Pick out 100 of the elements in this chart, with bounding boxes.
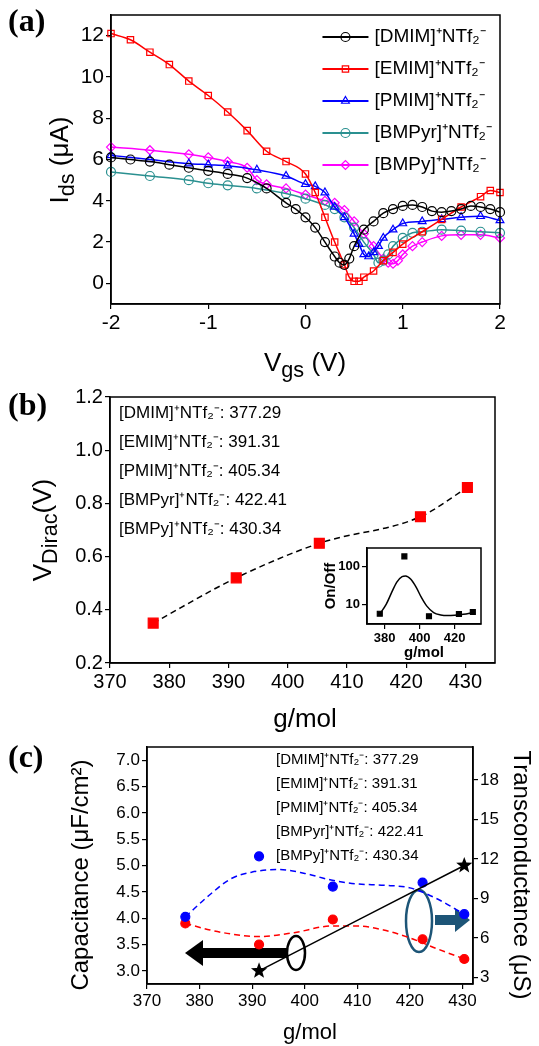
point: [165, 60, 174, 69]
point: [417, 877, 428, 888]
point: [392, 255, 403, 266]
point: [334, 257, 345, 268]
point: [105, 166, 117, 177]
point: [417, 216, 427, 225]
point: [369, 267, 378, 275]
point: [252, 164, 262, 173]
point: [401, 553, 408, 560]
annotation: [EMIM]⁺NTf₂⁻: 391.31: [119, 431, 281, 451]
point: [456, 203, 467, 215]
y2-tick-label: 3: [480, 967, 490, 987]
y-tick-label: 3.0: [116, 960, 140, 980]
point: [398, 240, 407, 248]
point: [378, 208, 389, 219]
x-tick-label: 1: [396, 310, 409, 334]
point: [107, 29, 115, 38]
y-tick-label: 1.2: [75, 384, 103, 407]
point: [203, 165, 214, 176]
x-axis-title: g/mol: [404, 643, 444, 661]
point: [105, 152, 117, 163]
point: [300, 189, 311, 200]
x-tick-label: -2: [101, 310, 121, 334]
point: [203, 159, 213, 168]
point: [290, 203, 301, 215]
point: [349, 241, 360, 252]
point: [388, 224, 398, 233]
point: [350, 277, 358, 286]
x-tick-label: 380: [373, 630, 396, 646]
point: [203, 178, 214, 189]
x-tick-label: 390: [211, 669, 246, 692]
point: [459, 953, 470, 965]
point: [183, 175, 194, 186]
y2-tick-label: 18: [480, 769, 499, 789]
annotation: [EMIM]⁺NTf₂⁻: 391.31: [276, 774, 418, 792]
point: [243, 126, 251, 135]
point: [321, 213, 329, 222]
point: [369, 247, 379, 256]
point: [242, 162, 253, 173]
x-tick-label: 400: [290, 990, 319, 1010]
point: [397, 200, 408, 212]
x-tick-label: 380: [152, 669, 186, 692]
point: [301, 179, 310, 188]
legend-label: [BMPyr]⁺NTf₂⁻: [374, 121, 493, 143]
point: [387, 203, 399, 215]
x-tick-label: 390: [237, 990, 267, 1010]
legend-label: [BMPy]⁺NTf₂⁻: [374, 153, 486, 175]
point: [368, 241, 379, 252]
y-tick-label: 10: [345, 595, 360, 611]
y-tick-label: 7.0: [116, 749, 140, 769]
point: [387, 258, 399, 269]
point: [349, 228, 359, 237]
point: [339, 204, 350, 216]
point: [417, 201, 428, 213]
point: [475, 201, 486, 213]
point: [417, 934, 428, 945]
x-tick-label: 420: [395, 990, 425, 1010]
point: [144, 170, 155, 182]
point: [330, 201, 340, 210]
y-tick-label: 1.0: [75, 437, 103, 460]
x-tick-label: 430: [448, 990, 477, 1010]
y-tick-label: 2: [92, 228, 104, 252]
y-tick-label: 0.4: [75, 597, 103, 620]
annotation: [BMPyr]⁺NTf₂⁻: 422.41: [276, 822, 424, 840]
point: [251, 183, 262, 194]
annotation: [BMPy]⁺NTf₂⁻: 430.34: [119, 518, 282, 538]
point: [300, 193, 311, 204]
point: [426, 206, 438, 217]
y-tick-label: 4.5: [116, 881, 140, 901]
point: [164, 159, 175, 170]
point: [496, 188, 504, 197]
point: [397, 249, 408, 260]
point: [398, 218, 408, 227]
point: [105, 142, 117, 153]
y-tick-label: 4.0: [116, 907, 140, 927]
point: [476, 211, 486, 220]
point: [329, 251, 340, 262]
point: [349, 222, 360, 233]
point: [358, 236, 369, 248]
point: [495, 215, 505, 224]
point: [373, 241, 383, 250]
point: [319, 195, 331, 206]
y-tick-label: 3.5: [116, 934, 140, 954]
point: [414, 511, 426, 523]
point: [407, 199, 418, 211]
point: [319, 236, 331, 248]
x-tick-label: 400: [271, 669, 305, 692]
point: [145, 154, 155, 163]
point: [311, 188, 320, 197]
point: [251, 175, 262, 186]
point: [262, 147, 271, 156]
x-tick-label: 400: [408, 630, 431, 646]
point: [144, 156, 155, 167]
point: [407, 241, 418, 252]
point: [383, 249, 394, 260]
y2-tick-label: 12: [480, 848, 499, 868]
point: [222, 168, 233, 180]
point: [364, 251, 374, 260]
x-tick-label: 410: [343, 990, 372, 1010]
point: [387, 241, 399, 252]
